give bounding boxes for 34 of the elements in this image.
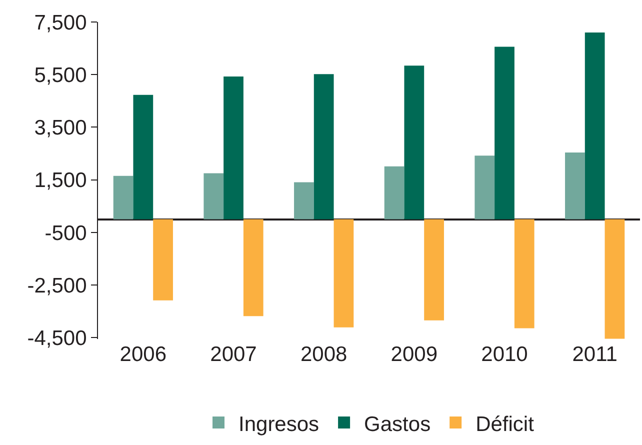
- bar: [113, 176, 134, 220]
- x-tick-label: 2008: [300, 343, 348, 366]
- y-tick-label: -2,500: [27, 274, 87, 298]
- x-tick-label: 2006: [120, 343, 167, 366]
- bar: [204, 173, 224, 220]
- y-tick-label: -4,500: [27, 327, 87, 350]
- bar: [243, 219, 264, 316]
- x-tick-label: 2010: [481, 343, 528, 366]
- y-tick-label: 3,500: [34, 116, 87, 140]
- bar: [514, 219, 534, 328]
- bar: [314, 74, 334, 220]
- bar: [153, 219, 173, 300]
- y-tick-label: 7,500: [34, 11, 87, 34]
- bar: [424, 219, 444, 320]
- y-tick-label: 1,500: [34, 169, 87, 192]
- bar: [494, 46, 514, 220]
- bar: [133, 94, 154, 220]
- bar: [404, 66, 424, 220]
- bar: [334, 219, 354, 328]
- bar: [584, 32, 605, 220]
- x-tick-label: 2007: [210, 343, 257, 366]
- x-tick-label: 2011: [572, 343, 618, 366]
- legend-label: Déficit: [476, 412, 534, 436]
- legend-label: Gastos: [364, 412, 431, 436]
- bar: [565, 152, 585, 220]
- bar: [294, 182, 314, 220]
- legend-label: Ingresos: [238, 412, 320, 436]
- y-tick-label: -500: [44, 222, 87, 245]
- x-tick-label: 2009: [390, 343, 438, 366]
- bar: [384, 166, 404, 220]
- bar: [224, 76, 244, 220]
- bar: [474, 156, 495, 220]
- bar: [604, 219, 625, 339]
- y-tick-label: 5,500: [34, 64, 87, 87]
